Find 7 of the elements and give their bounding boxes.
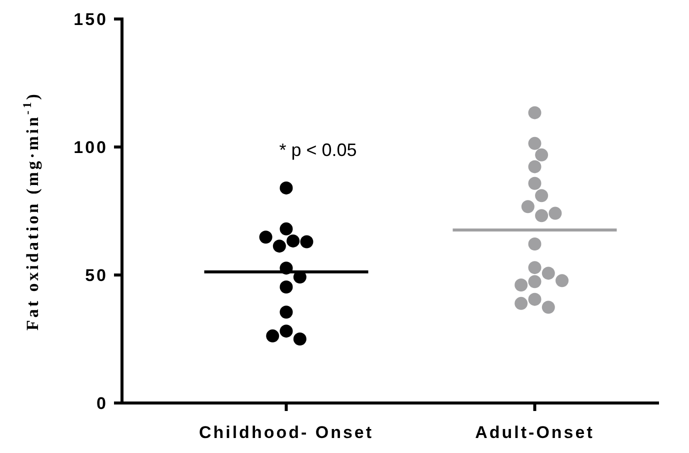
annotation: * p < 0.05	[279, 140, 357, 160]
x-tick-label: Adult-Onset	[475, 423, 594, 442]
x-tick-label: Childhood- Onset	[198, 423, 374, 442]
y-tick-label: 100	[74, 138, 108, 157]
y-tick-label: 0	[96, 394, 108, 413]
y-tick-label: 50	[85, 266, 108, 285]
y-tick-label: 150	[74, 10, 108, 29]
